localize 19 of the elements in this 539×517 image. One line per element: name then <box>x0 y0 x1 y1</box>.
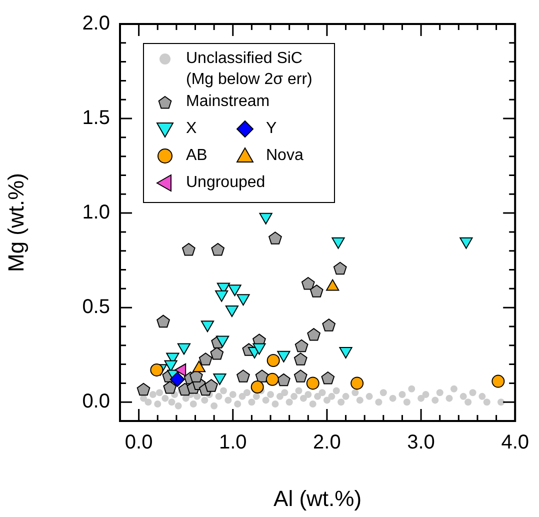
x-tick-label: 1.0 <box>218 432 247 454</box>
x-tick-label: 3.0 <box>407 432 435 454</box>
x-tick-label: 4.0 <box>501 432 530 454</box>
x-axis-title: Al (wt.%) <box>274 486 362 511</box>
y-tick-label: 0.5 <box>82 296 110 318</box>
legend-label: Y <box>266 119 277 139</box>
x-tick-label: 2.0 <box>313 432 341 454</box>
legend-label: Mainstream <box>186 92 270 112</box>
y-axis-title: Mg (wt.%) <box>3 173 28 272</box>
y-tick-label: 2.0 <box>82 12 110 35</box>
y-tick-label: 0.0 <box>82 390 110 413</box>
x-tick-label: 0.0 <box>124 432 153 454</box>
legend-label: AB <box>186 146 208 166</box>
legend-label: Nova <box>266 146 304 166</box>
y-tick-label: 1.0 <box>82 202 110 224</box>
legend-label: X <box>186 119 197 139</box>
legend-label: Unclassified SiC (Mg below 2σ err) <box>186 49 312 90</box>
y-tick-label: 1.5 <box>82 107 110 130</box>
legend-label: Ungrouped <box>186 173 266 193</box>
